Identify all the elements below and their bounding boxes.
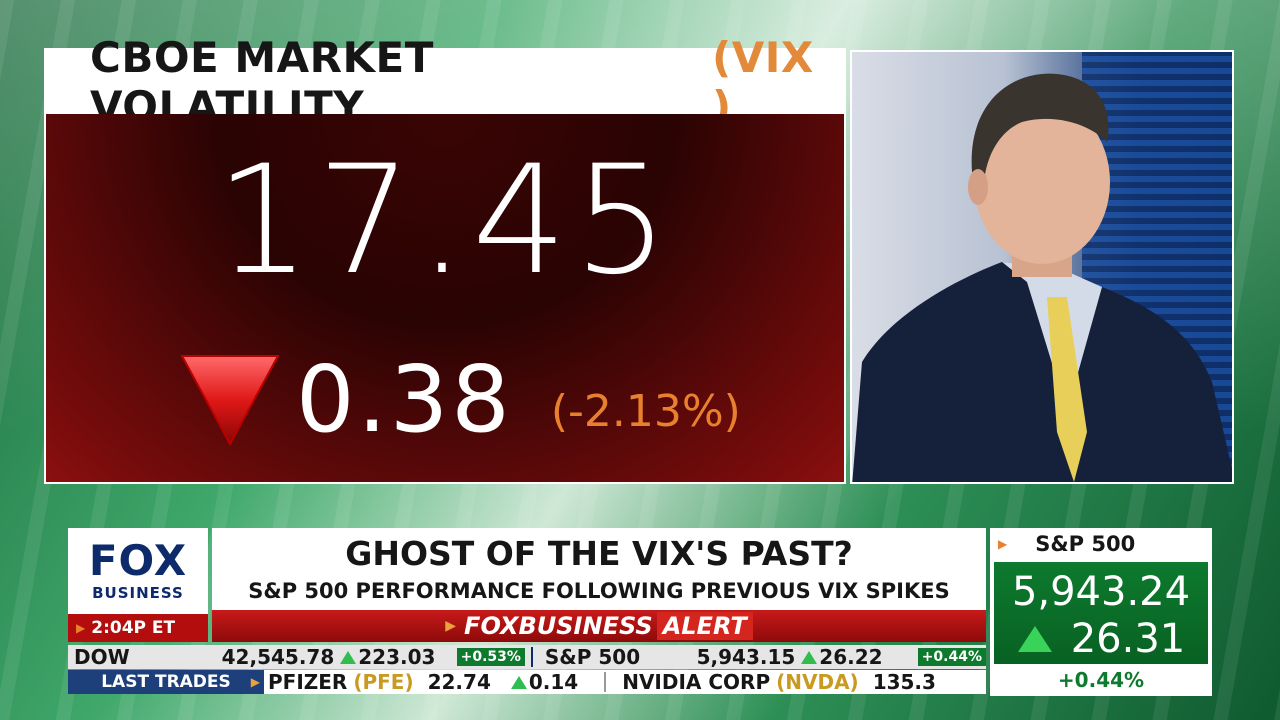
sp500-change-percent: +0.44% xyxy=(990,664,1212,696)
trade-name: PFIZER xyxy=(268,670,348,694)
up-arrow-icon xyxy=(1017,626,1052,652)
vix-graphic-panel: CBOE MARKET VOLATILITY (VIX ) 17.45 0.38… xyxy=(44,33,846,484)
sp500-label: S&P 500 xyxy=(1035,532,1136,556)
last-trades-label: LAST TRADES ▶ xyxy=(68,670,264,694)
ticker-separator xyxy=(530,647,533,667)
vix-change-value: 0.38 xyxy=(296,346,513,453)
sp500-change: 26.31 xyxy=(1070,616,1186,662)
headline-box: GHOST OF THE VIX'S PAST? S&P 500 PERFORM… xyxy=(212,528,986,610)
play-arrow-icon: ▶ xyxy=(250,675,260,689)
trade-name: NVIDIA CORP xyxy=(622,670,771,694)
time-display: ▶ 2:04P ET xyxy=(68,614,208,642)
sp500-header: ▶ S&P 500 xyxy=(990,528,1212,560)
last-trades-ticker: LAST TRADES ▶ PFIZER (PFE) 22.74 0.14 NV… xyxy=(68,670,986,694)
trade-value: 135.3 xyxy=(872,670,936,694)
headline-subtitle: S&P 500 PERFORMANCE FOLLOWING PREVIOUS V… xyxy=(248,579,950,603)
index-value: 5,943.15 xyxy=(696,645,796,669)
business-alert-bar: ▶ FOXBUSINESS ALERT xyxy=(212,610,986,642)
vix-title-bar: CBOE MARKET VOLATILITY (VIX ) xyxy=(46,33,844,131)
up-arrow-icon xyxy=(340,650,357,664)
anchor-figure xyxy=(852,73,1232,482)
trade-value: 22.74 xyxy=(427,670,491,694)
trade-change: 0.14 xyxy=(510,670,579,694)
anchor-video-feed xyxy=(850,50,1234,484)
play-arrow-icon: ▶ xyxy=(76,621,86,635)
trade-symbol: (NVDA) xyxy=(776,670,859,694)
logo-fox-text: FOX xyxy=(88,536,188,585)
down-arrow-icon xyxy=(180,355,280,446)
up-arrow-icon xyxy=(510,675,527,689)
index-change-value: 26.22 xyxy=(819,645,883,669)
last-trades-text: LAST TRADES xyxy=(101,672,231,692)
trade-change-value: 0.14 xyxy=(528,670,579,694)
sp500-change-row: 26.31 xyxy=(994,616,1208,662)
vix-price: 17.45 xyxy=(215,134,675,308)
ticker-separator xyxy=(604,672,607,692)
sp500-value: 5,943.24 xyxy=(1011,569,1191,615)
index-name: S&P 500 xyxy=(544,645,641,669)
index-change: 26.22 xyxy=(801,645,913,669)
fox-business-logo: FOX BUSINESS xyxy=(68,528,208,614)
alert-word: ALERT xyxy=(656,612,753,640)
index-name: DOW xyxy=(74,645,130,669)
index-change-percent: +0.53% xyxy=(456,648,525,666)
alert-brand: FOXBUSINESS xyxy=(464,612,653,640)
vix-change-row: 0.38 (-2.13%) xyxy=(180,350,741,450)
current-time: 2:04P ET xyxy=(91,618,176,638)
index-change: 223.03 xyxy=(340,645,452,669)
sp500-quote-box: ▶ S&P 500 5,943.24 26.31 +0.44% xyxy=(990,528,1212,696)
index-change-percent: +0.44% xyxy=(917,648,986,666)
trade-item: NVIDIA CORP (NVDA) 135.3 xyxy=(622,670,956,694)
trade-item: PFIZER (PFE) 22.74 0.14 xyxy=(268,670,592,694)
logo-business-text: BUSINESS xyxy=(92,584,184,602)
headline-title: GHOST OF THE VIX'S PAST? xyxy=(345,534,853,573)
index-change-value: 223.03 xyxy=(358,645,436,669)
trade-symbol: (PFE) xyxy=(353,670,414,694)
vix-quote-area: 17.45 0.38 (-2.13%) xyxy=(46,114,844,482)
index-ticker: DOW 42,545.78 223.03 +0.53% S&P 500 5,94… xyxy=(68,645,986,669)
index-value: 42,545.78 xyxy=(221,645,335,669)
play-arrow-icon: ▶ xyxy=(998,537,1008,551)
up-arrow-icon xyxy=(801,650,818,664)
vix-change-percent: (-2.13%) xyxy=(550,385,741,437)
play-arrow-icon: ▶ xyxy=(445,618,457,634)
